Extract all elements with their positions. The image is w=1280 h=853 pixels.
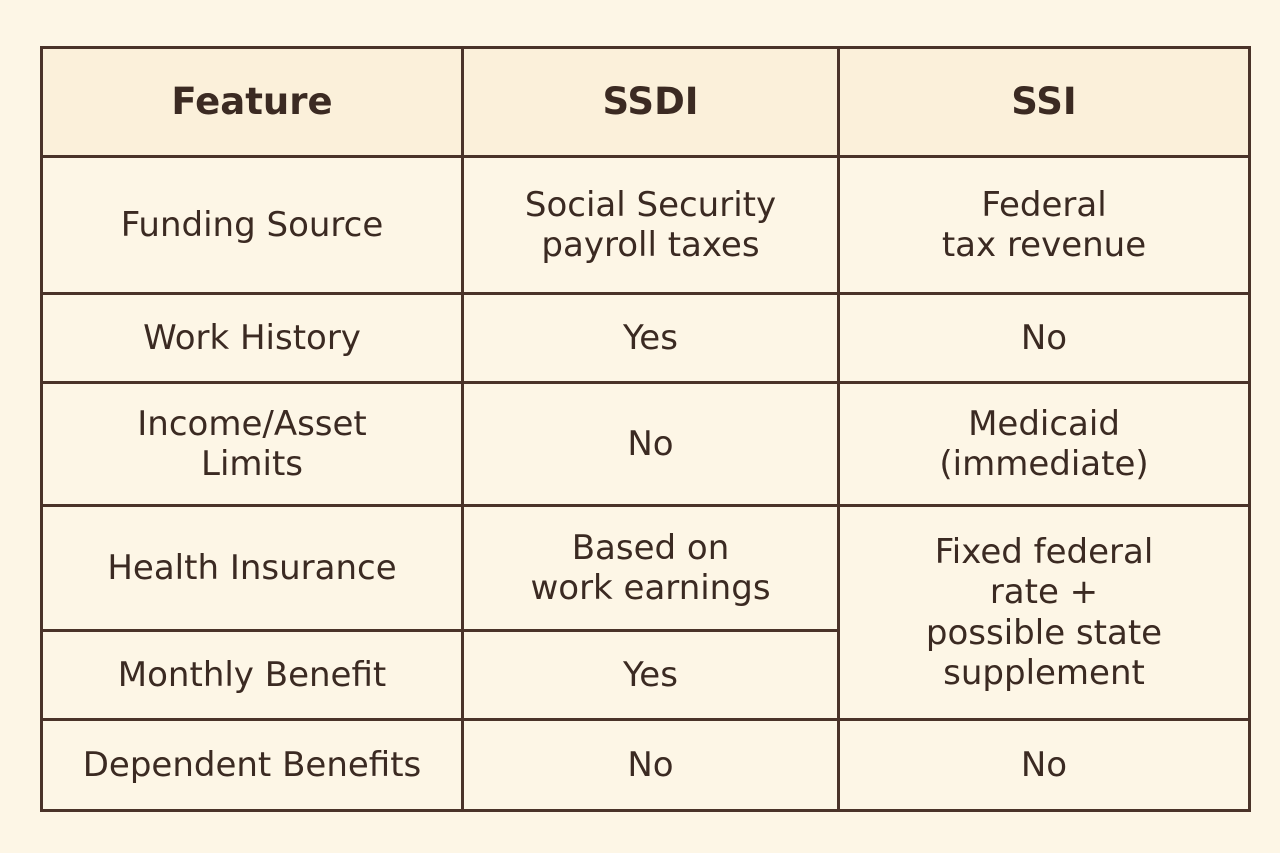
cell-text-line: Limits — [201, 444, 303, 484]
cell-ssi-work-history: No — [837, 292, 1251, 384]
cell-text-line: Social Security — [524, 184, 777, 225]
cell-text-line: Medicaid — [968, 403, 1120, 444]
ssdi-ssi-comparison-table: Feature SSDI SSI Funding Source Social S… — [40, 46, 1251, 812]
cell-text-line: (immediate) — [939, 444, 1149, 484]
cell-ssi-funding-source: Federal tax revenue — [837, 155, 1251, 295]
cell-text-line: work earnings — [530, 568, 771, 608]
header-ssdi: SSDI — [461, 46, 840, 158]
table-row-funding-source: Funding Source Social Security payroll t… — [40, 155, 1251, 295]
cell-text-line: tax revenue — [941, 225, 1147, 265]
cell-ssdi-health-insurance: Based on work earnings — [461, 504, 840, 632]
cell-text-line: supplement — [943, 652, 1145, 693]
header-ssi: SSI — [837, 46, 1251, 158]
cell-ssdi-dependent-benefits: No — [461, 718, 840, 812]
cell-ssdi-monthly-benefit: Yes — [461, 629, 840, 721]
cell-ssdi-funding-source: Social Security payroll taxes — [461, 155, 840, 295]
cell-ssi-income-asset-limits: Medicaid (immediate) — [837, 381, 1251, 507]
cell-ssdi-work-history: Yes — [461, 292, 840, 384]
table-row-health-insurance: Health Insurance Based on work earnings … — [40, 504, 1251, 721]
header-feature: Feature — [40, 46, 464, 158]
table-row-monthly-benefit: Monthly Benefit Yes — [40, 629, 1250, 721]
table-row-dependent-benefits: Dependent Benefits No No — [40, 718, 1251, 812]
cell-text-line: Income/Asset — [137, 403, 367, 444]
cell-feature-funding-source: Funding Source — [40, 155, 464, 295]
cell-feature-income-asset-limits: Income/Asset Limits — [40, 381, 464, 507]
cell-ssdi-income-asset-limits: No — [461, 381, 840, 507]
cell-ssi-health-monthly-merged: Fixed federal rate + possible state supp… — [837, 504, 1251, 721]
cell-text-line: Fixed federal — [934, 532, 1154, 573]
table-row-work-history: Work History Yes No — [40, 292, 1251, 384]
comparison-table-container: Feature SSDI SSI Funding Source Social S… — [40, 46, 1251, 812]
cell-text-line: payroll taxes — [541, 225, 760, 265]
table-header-row: Feature SSDI SSI — [40, 46, 1251, 158]
cell-text-line: possible state — [925, 612, 1163, 653]
cell-feature-work-history: Work History — [40, 292, 464, 384]
cell-text-line: Based on — [571, 527, 730, 568]
cell-text-line: rate + — [989, 572, 1099, 613]
cell-ssi-dependent-benefits: No — [837, 718, 1251, 812]
table-row-income-asset-limits: Income/Asset Limits No Medicaid (immedia… — [40, 381, 1251, 507]
cell-text-line: Federal — [981, 184, 1107, 225]
cell-feature-monthly-benefit: Monthly Benefit — [40, 629, 464, 721]
cell-feature-health-insurance: Health Insurance — [40, 504, 464, 632]
cell-feature-dependent-benefits: Dependent Benefits — [40, 718, 464, 812]
